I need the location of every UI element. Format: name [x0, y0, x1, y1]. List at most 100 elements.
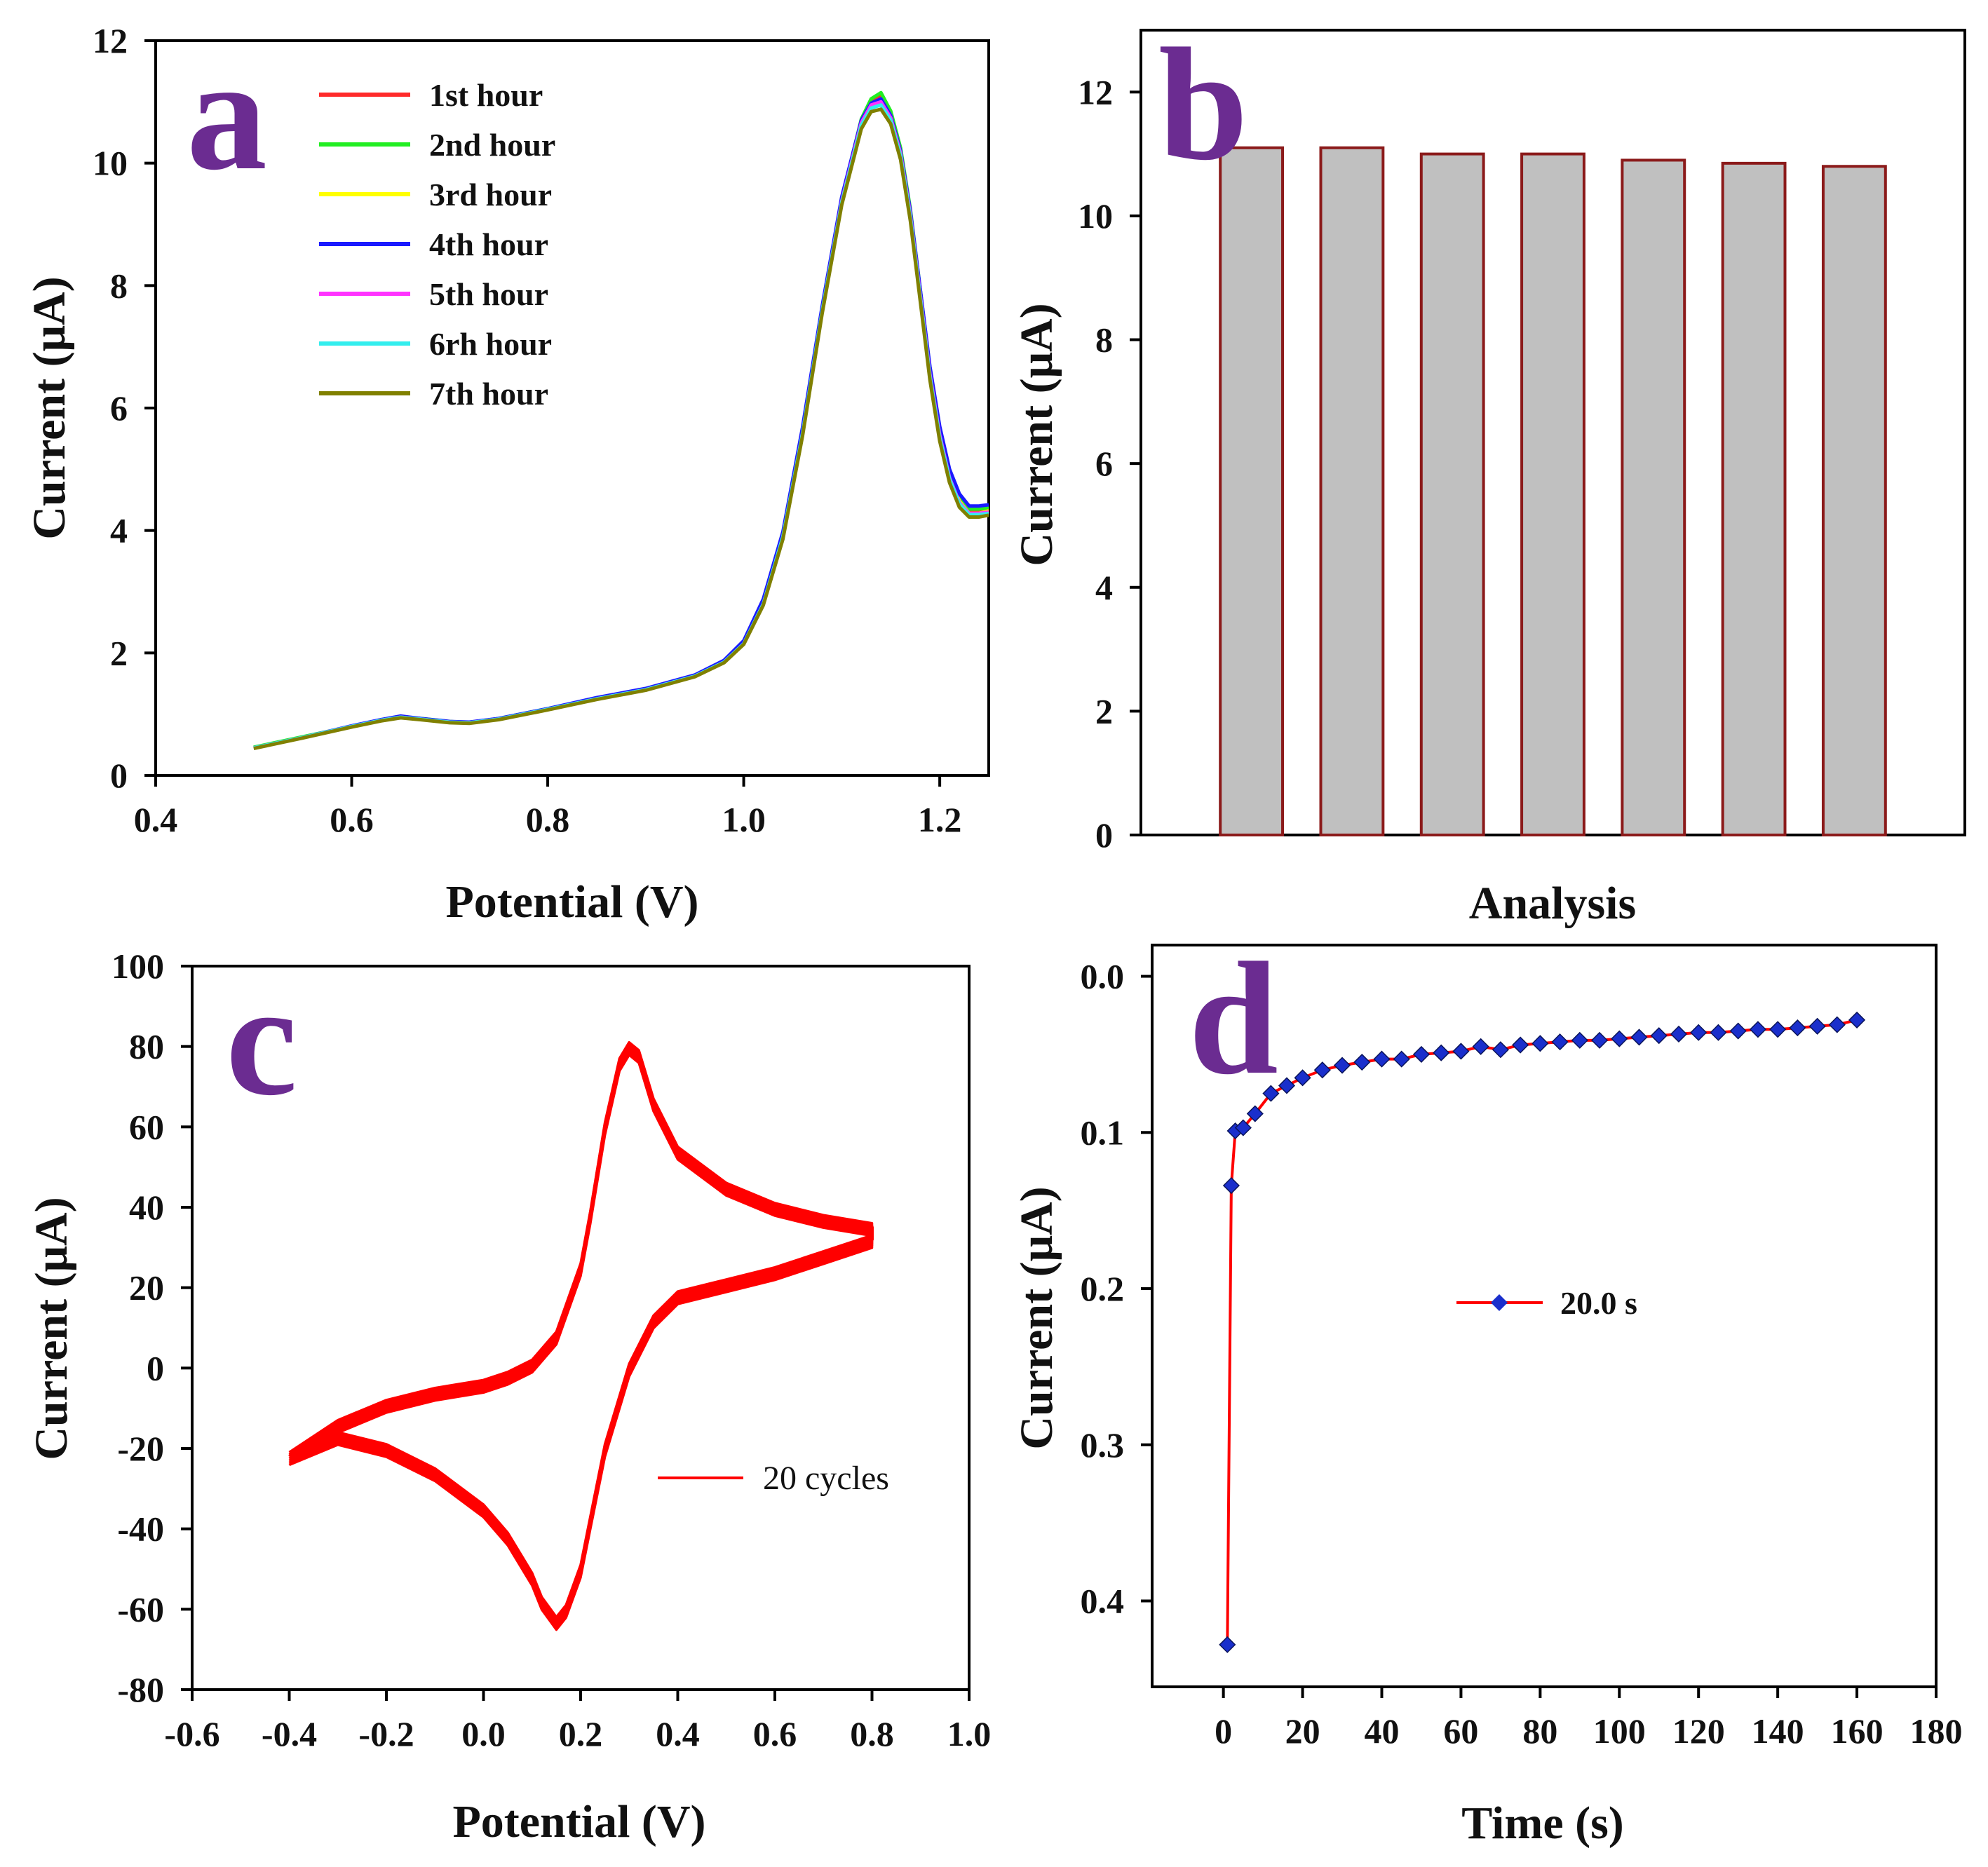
panel-d-marker: [1571, 1031, 1588, 1049]
panel-b-bar: [1621, 158, 1686, 836]
panel-d-letter: d: [1189, 929, 1278, 1108]
panel-c-legend: 20 cycles: [658, 1460, 889, 1497]
panel-b-ytick-label: 4: [1095, 568, 1113, 607]
panel-c-ytick-label: 20: [129, 1268, 164, 1308]
panel-b-bar: [1419, 152, 1485, 837]
panel-d-xtick-label: 0: [1215, 1711, 1232, 1751]
panel-d-marker: [1234, 1119, 1252, 1136]
panel-a-legend-label: 2nd hour: [429, 127, 555, 163]
panel-a-ytick-label: 10: [93, 144, 128, 183]
panel-d-xtick-label: 160: [1831, 1711, 1884, 1751]
panel-c-ytick-label: -60: [117, 1589, 164, 1629]
panel-d-marker: [1630, 1028, 1648, 1046]
panel-b-ytick-label: 8: [1095, 320, 1113, 360]
panel-b-ytick-label: 0: [1095, 815, 1113, 855]
panel-d-marker: [1650, 1027, 1668, 1045]
panel-d-xtick-label: 80: [1522, 1711, 1557, 1751]
panel-d-marker: [1433, 1044, 1450, 1061]
panel-c-xtick-label: 0.0: [461, 1714, 506, 1753]
panel-c-xtick-label: -0.4: [262, 1714, 317, 1753]
panel-d-legend-marker: [1491, 1294, 1508, 1311]
panel-c-legend-label: 20 cycles: [763, 1460, 889, 1497]
panel-d-xtick-label: 20: [1285, 1711, 1320, 1751]
panel-b-ytick-label: 10: [1078, 196, 1113, 236]
panel-a-xlabel: Potential (V): [445, 876, 698, 928]
panel-a-ytick-label: 8: [110, 266, 128, 305]
panel-b-letter: b: [1158, 15, 1248, 194]
panel-d-marker: [1590, 1031, 1609, 1049]
panel-b-ticks: 0 2 4 6 8 10 12: [1078, 72, 1141, 855]
panel-c-ytick-label: 80: [129, 1027, 164, 1066]
panel-a-ylabel: Current (μA): [24, 276, 75, 539]
panel-d-plot-frame: [1151, 944, 1938, 1688]
panel-d-marker: [1393, 1050, 1410, 1068]
panel-d-marker: [1789, 1019, 1806, 1037]
panel-d-ylabel: Current (μA): [1011, 1186, 1062, 1449]
panel-d-marker: [1729, 1022, 1747, 1040]
panel-d-marker: [1531, 1035, 1549, 1052]
panel-c-ytick-label: 60: [129, 1107, 164, 1146]
panel-d-ytick-label: 0.4: [1081, 1581, 1125, 1620]
panel-c-ylabel: Current (μA): [26, 1197, 77, 1460]
panel-d-marker: [1512, 1036, 1529, 1054]
panel-b-ytick-label: 12: [1078, 72, 1113, 111]
panel-c-xtick-label: 0.8: [850, 1714, 894, 1753]
panel-d-marker: [1828, 1016, 1846, 1033]
panel-c-xtick-label: 0.4: [656, 1714, 700, 1753]
panel-b-ytick-label: 2: [1095, 691, 1113, 731]
panel-c-xtick-label: 1.0: [947, 1714, 992, 1753]
panel-c-ytick-label: 100: [111, 946, 164, 986]
panel-c-ytick-label: 0: [147, 1348, 164, 1387]
panel-a-series: [253, 90, 989, 751]
panel-d-marker: [1412, 1045, 1431, 1063]
panel-a-xtick-label: 1.2: [918, 800, 962, 839]
panel-d-marker: [1472, 1038, 1489, 1055]
panel-d-marker: [1611, 1030, 1628, 1047]
panel-b-ytick-label: 6: [1095, 444, 1113, 483]
panel-a-legend-label: 6rh hour: [429, 326, 552, 362]
panel-a-legend-label: 3rd hour: [429, 177, 552, 212]
panel-d-marker: [1294, 1069, 1311, 1087]
panel-d-marker: [1670, 1025, 1688, 1043]
panel-b-bar: [1319, 146, 1385, 837]
panel-a-legend-label: 4th hour: [429, 226, 548, 262]
panel-b-ylabel: Current (μA): [1011, 303, 1062, 566]
panel-c-ytick-label: -80: [117, 1670, 164, 1709]
panel-d-xtick-label: 100: [1593, 1711, 1646, 1751]
panel-d-marker: [1262, 1085, 1280, 1102]
panel-a-legend-label: 7th hour: [429, 376, 548, 412]
panel-d-marker: [1808, 1017, 1826, 1035]
panel-d-marker: [1452, 1043, 1470, 1060]
panel-c-xtick-label: 0.2: [559, 1714, 603, 1753]
panel-d-marker: [1278, 1077, 1296, 1094]
panel-a-xtick-label: 0.4: [134, 800, 178, 839]
panel-c-ytick-label: 40: [129, 1188, 164, 1227]
panel-d-marker: [1749, 1021, 1766, 1038]
panel-d-marker: [1219, 1636, 1236, 1653]
panel-a-xtick-label: 1.0: [722, 800, 766, 839]
panel-d-marker: [1492, 1041, 1509, 1059]
panel-c-xtick-label: 0.6: [753, 1714, 797, 1753]
panel-b-bar: [1821, 165, 1887, 836]
panel-d-legend-label: 20.0 s: [1560, 1285, 1637, 1321]
panel-d-ytick-label: 0.0: [1081, 957, 1125, 996]
panel-d: 0 20 40 60 80 100 120 140 160 1800.00.10.20.30.4 …: [1011, 929, 1963, 1849]
panel-a-letter: a: [187, 25, 267, 203]
panel-c: -0.6 -0.4 -0.2 0.0 0.2 0.4 0.6 0.8 1.0 -80 -60 -40 -…: [26, 946, 991, 1847]
panel-c-xlabel: Potential (V): [452, 1796, 705, 1847]
panel-d-marker: [1246, 1105, 1264, 1122]
panel-c-ytick-label: -40: [117, 1509, 164, 1549]
panel-b-bar: [1219, 146, 1285, 837]
panel-d-marker: [1373, 1050, 1391, 1068]
panel-d-ytick-label: 0.2: [1081, 1269, 1125, 1308]
panel-a-series-line: [253, 107, 989, 751]
panel-d-legend: 20.0 s: [1456, 1285, 1637, 1321]
panel-d-xtick-label: 180: [1910, 1711, 1963, 1751]
panel-d-marker: [1690, 1024, 1708, 1041]
panel-d-series: [1219, 1011, 1866, 1653]
panel-d-marker: [1848, 1011, 1866, 1028]
panel-b-bar: [1520, 152, 1585, 837]
panel-d-ytick-label: 0.1: [1081, 1113, 1125, 1152]
panel-d-xtick-label: 40: [1364, 1711, 1399, 1751]
